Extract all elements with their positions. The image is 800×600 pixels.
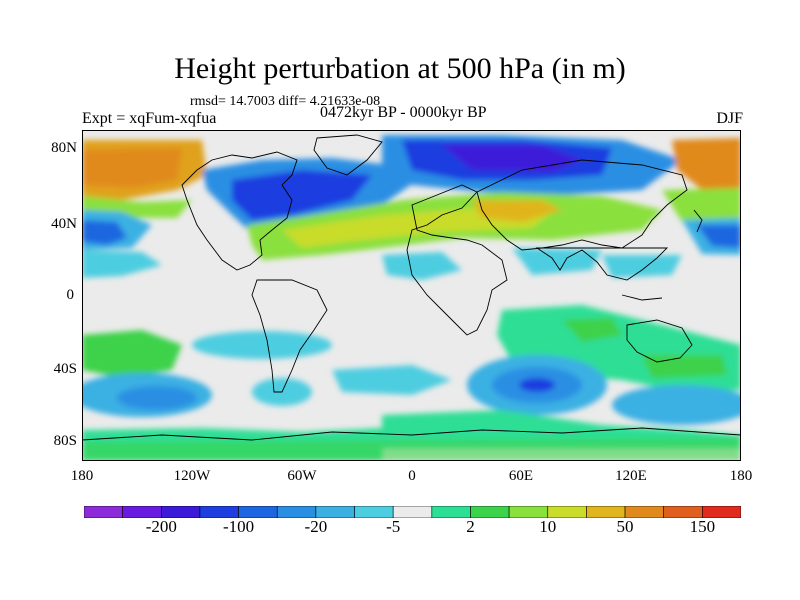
colorbar-label: -5 — [386, 517, 401, 536]
colorbar-swatch — [702, 506, 741, 518]
colorbar-label: 2 — [466, 517, 475, 536]
coastlines — [82, 134, 741, 441]
colorbar-label: 50 — [616, 517, 634, 536]
map-frame — [82, 130, 741, 461]
lon-label-60e: 60E — [508, 468, 534, 484]
rmsd-text: rmsd= 14.7003 diff= 4.21633e-08 — [190, 94, 381, 109]
plot-title: Height perturbation at 500 hPa (in m) — [174, 52, 626, 85]
lon-label-120e: 120E — [615, 468, 647, 484]
season-label: DJF — [716, 110, 743, 127]
colorbar-label: -200 — [145, 517, 177, 536]
colorbar-label: -20 — [304, 517, 328, 536]
lon-label-120w: 120W — [173, 468, 211, 484]
colorbar-label: -100 — [222, 517, 255, 536]
lon-label-0: 0 — [408, 468, 416, 484]
anomaly-field — [82, 135, 741, 461]
period-label: 0472kyr BP - 0000kyr BP — [320, 104, 487, 121]
colorbar-swatch — [84, 506, 123, 518]
colorbar-label: 10 — [539, 517, 557, 536]
experiment-label: Expt = xqFum-xqfua — [82, 110, 217, 127]
lat-label-40s: 40S — [53, 361, 77, 377]
lat-label-80n: 80N — [51, 140, 77, 156]
lon-label-60w: 60W — [287, 468, 317, 484]
lat-label-eq: 0 — [66, 287, 75, 303]
colorbar-label: 150 — [689, 517, 716, 536]
height-perturbation-map — [82, 130, 741, 461]
lon-label-180w: 180 — [70, 468, 94, 484]
lat-label-40n: 40N — [51, 216, 77, 232]
lat-label-80s: 80S — [53, 433, 77, 449]
lon-label-180e: 180 — [729, 468, 753, 484]
colorbar — [84, 506, 741, 518]
